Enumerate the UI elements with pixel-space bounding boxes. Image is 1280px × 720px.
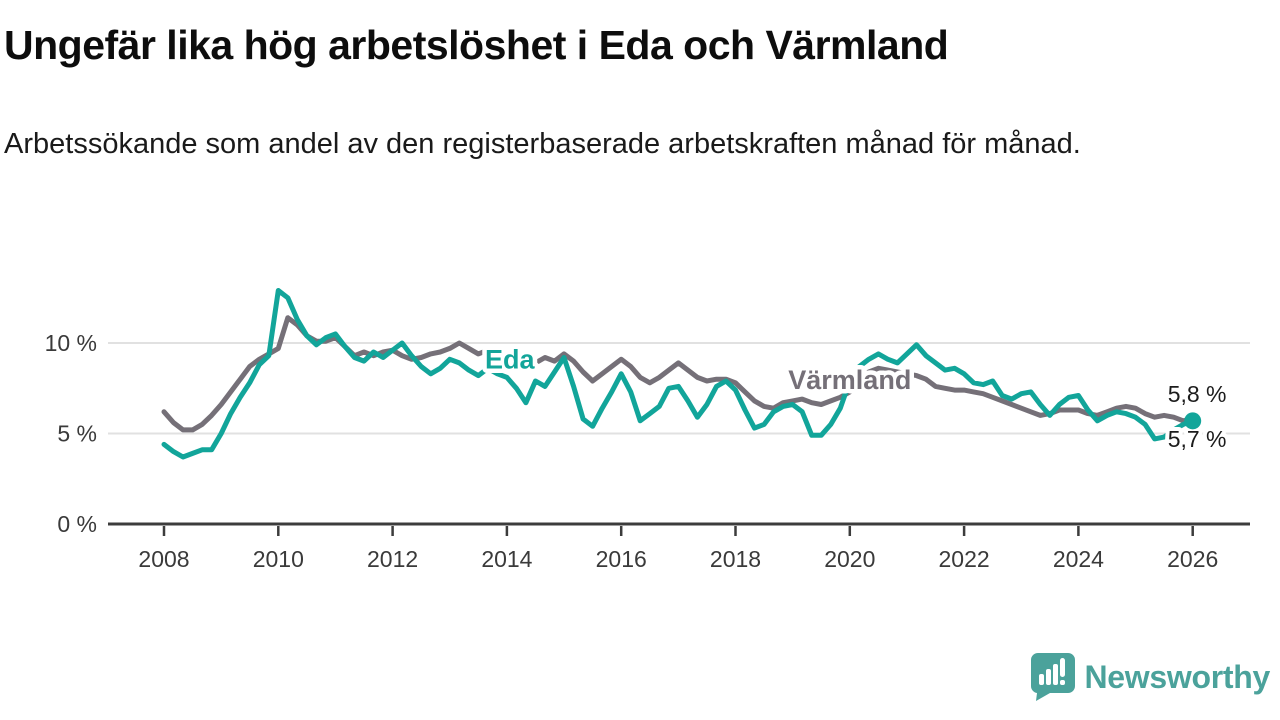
page-subtitle: Arbetssökande som andel av den registerb…: [4, 128, 1081, 160]
x-tick-label: 2020: [824, 546, 875, 572]
x-tick-label: 2014: [481, 546, 532, 572]
end-value-label: 5,8 %: [1168, 381, 1227, 407]
y-gridlines: [108, 342, 1250, 435]
newsworthy-logo: Newsworthy: [1030, 652, 1271, 702]
y-axis-labels: 0 % 5 % 10 %: [45, 330, 97, 537]
x-axis: 2008 2010 2012 2014 2016 2018 2020 2022 2024 2026: [108, 522, 1250, 572]
line-label-eda: Eda: [485, 344, 536, 374]
x-tick-label: 2024: [1053, 546, 1104, 572]
x-tick-label: 2026: [1167, 546, 1218, 572]
bar-large: [1052, 664, 1058, 685]
x-tick-label: 2008: [138, 546, 189, 572]
speech-bubble-shape: [1030, 653, 1075, 701]
page-title: Ungefär lika hög arbetslöshet i Eda och …: [4, 22, 949, 68]
y-tick-label: 10 %: [45, 330, 97, 356]
y-tick-label: 0 %: [57, 511, 97, 537]
x-tick-label: 2016: [596, 546, 647, 572]
series-line-värmland: [161, 315, 1196, 433]
y-tick-label: 5 %: [57, 421, 97, 447]
newsworthy-logo-icon: [1030, 653, 1075, 701]
x-tick-label: 2010: [253, 546, 304, 572]
x-tick-label: 2018: [710, 546, 761, 572]
exclamation-bar: [1059, 658, 1065, 677]
bar-small: [1038, 674, 1044, 685]
newsworthy-logo-text: Newsworthy: [1084, 658, 1271, 695]
x-tick-label: 2012: [367, 546, 418, 572]
end-value-label: 5,7 %: [1168, 426, 1227, 452]
series-line-eda: [161, 288, 1196, 460]
exclamation-dot: [1059, 680, 1065, 685]
latest-value-dot: [1184, 412, 1202, 430]
x-tick-label: 2022: [939, 546, 990, 572]
line-label-värmland: Värmland: [788, 365, 911, 395]
bar-medium: [1045, 669, 1051, 685]
